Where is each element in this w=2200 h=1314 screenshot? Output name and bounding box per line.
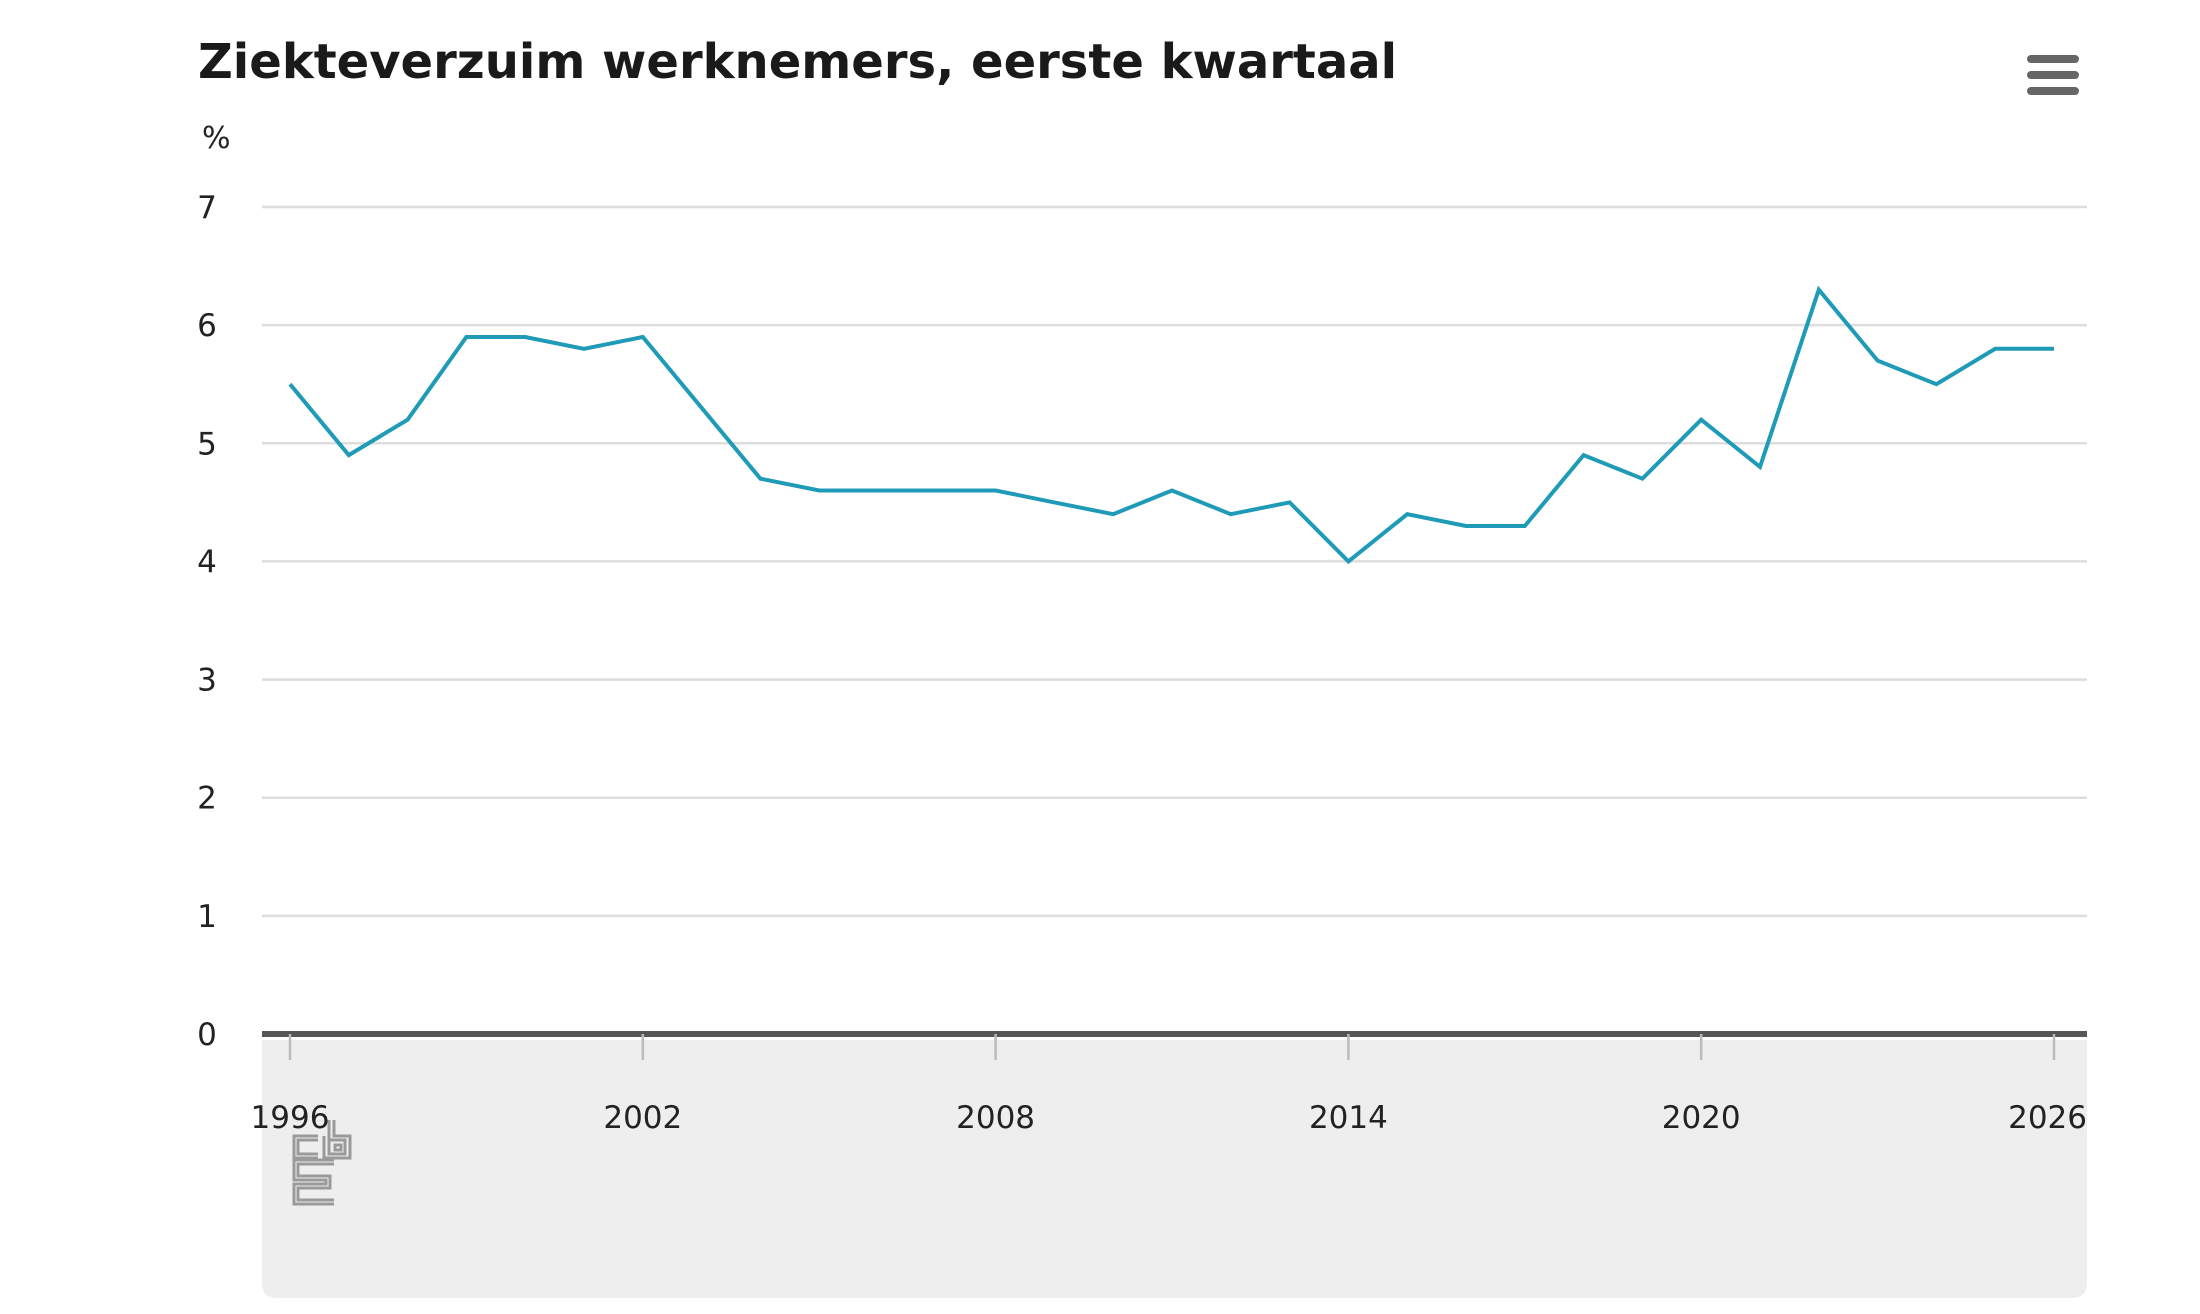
data-point	[1816, 287, 1822, 293]
y-tick-label: 6	[197, 308, 217, 344]
data-point	[1875, 358, 1881, 364]
data-point	[1639, 476, 1645, 482]
data-point	[1757, 464, 1763, 470]
x-tick-label: 2026	[2008, 1100, 2087, 1136]
data-point	[875, 488, 881, 494]
footer-panel	[262, 1040, 2087, 1298]
x-tick-label: 2014	[1309, 1100, 1388, 1136]
chart-menu-button[interactable]	[2010, 42, 2090, 108]
x-axis-ticks: 1996 2002 2008 2014 2020 2026	[251, 1034, 2087, 1136]
data-point	[522, 334, 528, 340]
chart-title: Ziekteverzuim werknemers, eerste kwartaa…	[198, 34, 1397, 90]
x-tick-label: 2002	[603, 1100, 682, 1136]
y-tick-label: 5	[197, 426, 217, 462]
data-point	[816, 488, 822, 494]
data-point	[1992, 346, 1998, 352]
x-tick-label: 2020	[1662, 1100, 1741, 1136]
data-point	[1110, 511, 1116, 517]
y-axis-unit-label: %	[202, 121, 231, 156]
data-point	[1051, 499, 1057, 505]
data-point	[405, 417, 411, 423]
data-point	[1463, 523, 1469, 529]
data-point	[1933, 381, 1939, 387]
series-layer	[287, 285, 2057, 565]
data-point	[287, 381, 293, 387]
data-point	[1345, 558, 1351, 564]
data-point	[581, 346, 587, 352]
y-tick-label: 0	[197, 1017, 217, 1053]
data-point	[640, 334, 646, 340]
data-point	[1581, 452, 1587, 458]
data-point	[699, 405, 705, 411]
x-tick-label: 1996	[251, 1100, 330, 1136]
data-point	[934, 488, 940, 494]
hamburger-menu-icon	[2027, 55, 2079, 95]
grid-lines	[262, 205, 2087, 918]
data-point	[2051, 346, 2057, 352]
data-point	[463, 334, 469, 340]
y-tick-label: 4	[197, 544, 217, 580]
data-point	[1228, 511, 1234, 517]
y-tick-label: 1	[197, 899, 217, 935]
data-point	[1698, 417, 1704, 423]
y-axis-ticks: 0 1 2 3 4 5 6 7	[197, 190, 217, 1053]
series-line	[288, 285, 2054, 565]
data-point	[993, 488, 999, 494]
data-point	[1522, 523, 1528, 529]
y-tick-label: 3	[197, 663, 217, 699]
data-point	[1169, 488, 1175, 494]
data-point	[346, 452, 352, 458]
x-tick-label: 2008	[956, 1100, 1035, 1136]
cbs-logo	[292, 1120, 352, 1206]
data-point	[757, 476, 763, 482]
y-tick-label: 7	[197, 190, 217, 226]
data-point	[1404, 511, 1410, 517]
y-tick-label: 2	[197, 781, 217, 817]
data-point	[1287, 499, 1293, 505]
